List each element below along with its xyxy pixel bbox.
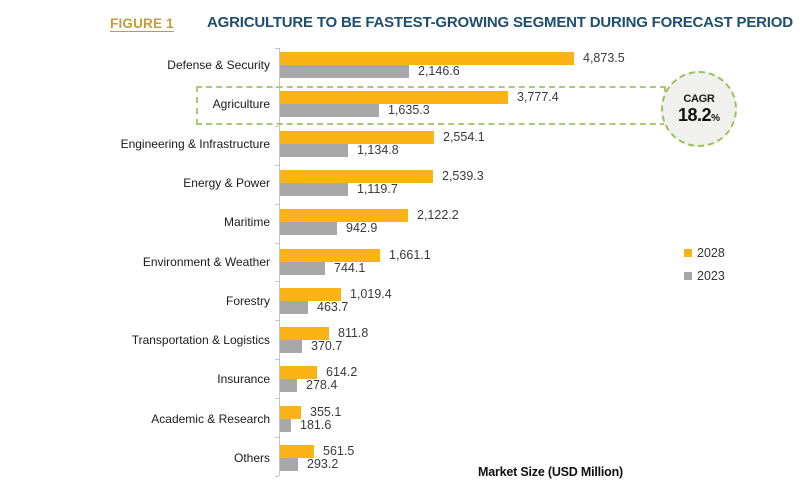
value-label-2028: 2,122.2: [417, 208, 459, 222]
axis-tick: [275, 165, 279, 166]
category-label: Academic & Research: [151, 412, 270, 426]
axis-tick: [275, 126, 279, 127]
category-label: Agriculture: [212, 97, 270, 111]
legend-label-2023: 2023: [697, 269, 725, 283]
value-label-2023: 1,635.3: [388, 103, 430, 117]
bar-2028: [280, 327, 329, 340]
axis-tick: [275, 398, 279, 399]
legend-item-2028: 2028: [684, 245, 725, 261]
bar-2028: [280, 131, 434, 144]
bar-2023: [280, 301, 308, 314]
cagr-value: 18.2: [678, 104, 712, 125]
value-label-2023: 278.4: [306, 378, 338, 392]
value-label-2028: 355.1: [310, 405, 342, 419]
bar-2028: [280, 406, 301, 419]
bar-2028: [280, 288, 341, 301]
bar-2028: [280, 445, 314, 458]
legend: 2028 2023: [684, 245, 725, 291]
value-label-2023: 463.7: [317, 300, 349, 314]
value-label-2028: 561.5: [323, 444, 355, 458]
figure-label: FIGURE 1: [110, 16, 174, 31]
axis-tick: [275, 281, 279, 282]
legend-label-2028: 2028: [697, 246, 725, 260]
bar-2023: [280, 222, 337, 235]
value-label-2028: 1,019.4: [350, 287, 392, 301]
bar-2023: [280, 104, 379, 117]
legend-marker-2028: [684, 249, 692, 257]
value-label-2023: 370.7: [311, 339, 343, 353]
bar-2023: [280, 379, 297, 392]
bar-2023: [280, 183, 348, 196]
bar-2028: [280, 366, 317, 379]
y-axis-line: [279, 48, 280, 476]
cagr-value-row: 18.2 %: [678, 105, 720, 126]
bar-2028: [280, 249, 380, 262]
axis-tick: [275, 48, 279, 49]
legend-item-2023: 2023: [684, 268, 725, 284]
bar-2023: [280, 340, 302, 353]
agriculture-highlight-box: [196, 86, 666, 125]
value-label-2028: 4,873.5: [583, 51, 625, 65]
value-label-2028: 614.2: [326, 365, 358, 379]
axis-tick: [275, 320, 279, 321]
value-label-2028: 1,661.1: [389, 248, 431, 262]
cagr-label: CAGR: [683, 92, 715, 105]
axis-tick: [275, 437, 279, 438]
bar-2023: [280, 458, 298, 471]
value-label-2028: 3,777.4: [517, 90, 559, 104]
bar-2023: [280, 65, 409, 78]
value-label-2023: 1,119.7: [357, 182, 398, 196]
axis-tick: [275, 359, 279, 360]
value-label-2028: 2,539.3: [442, 169, 484, 183]
value-label-2023: 942.9: [346, 221, 378, 235]
axis-tick: [275, 476, 279, 477]
bar-2028: [280, 209, 408, 222]
value-label-2023: 293.2: [307, 457, 339, 471]
axis-tick: [275, 204, 279, 205]
bar-2028: [280, 170, 433, 183]
axis-tick: [275, 243, 279, 244]
category-label: Engineering & Infrastructure: [120, 137, 270, 151]
bar-2023: [280, 262, 325, 275]
cagr-callout: CAGR 18.2 %: [661, 71, 737, 147]
value-label-2023: 181.6: [300, 418, 332, 432]
x-axis-label: Market Size (USD Million): [478, 465, 624, 479]
value-label-2023: 744.1: [334, 261, 366, 275]
category-label: Others: [233, 451, 270, 465]
category-label: Forestry: [225, 294, 270, 308]
category-label: Maritime: [223, 215, 270, 229]
category-label: Defense & Security: [167, 58, 270, 72]
category-label: Energy & Power: [183, 176, 270, 190]
category-label: Insurance: [217, 372, 270, 386]
value-label-2028: 811.8: [338, 326, 369, 340]
bar-2023: [280, 144, 348, 157]
bar-2028: [280, 52, 574, 65]
chart-title: AGRICULTURE TO BE FASTEST-GROWING SEGMEN…: [207, 14, 793, 31]
value-label-2028: 2,554.1: [443, 130, 485, 144]
category-label: Environment & Weather: [142, 255, 270, 269]
category-label: Transportation & Logistics: [131, 333, 270, 347]
bar-2023: [280, 419, 291, 432]
value-label-2023: 1,134.8: [357, 143, 399, 157]
bar-2028: [280, 91, 508, 104]
legend-marker-2023: [684, 272, 692, 280]
value-label-2023: 2,146.6: [418, 64, 460, 78]
cagr-unit: %: [711, 112, 720, 124]
